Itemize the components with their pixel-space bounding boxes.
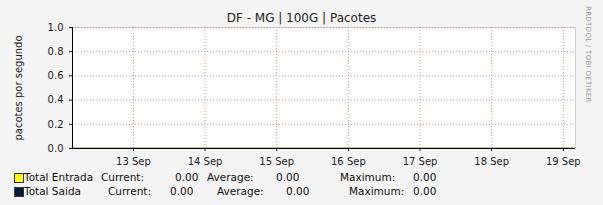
html-text:0.00: 0.00 <box>413 185 437 197</box>
html-text:0.00: 0.00 <box>286 185 310 197</box>
svg-text:1.0: 1.0 <box>48 22 64 33</box>
svg-text:14 Sep: 14 Sep <box>188 156 223 167</box>
html-text:Maximum:: Maximum: <box>340 171 396 183</box>
html-text:Current:: Current: <box>101 171 144 183</box>
svg-text:pacotes por segundo: pacotes por segundo <box>13 35 24 140</box>
html-text:DF - MG | 100G | Pacotes: DF - MG | 100G | Pacotes <box>226 11 377 25</box>
svg-text:0.0: 0.0 <box>48 143 64 154</box>
html-text:0.00: 0.00 <box>413 171 437 183</box>
html-text:0.00: 0.00 <box>170 185 194 197</box>
svg-text:17 Sep: 17 Sep <box>403 156 438 167</box>
svg-text:16 Sep: 16 Sep <box>331 156 366 167</box>
html-text:Average:: Average: <box>207 171 254 183</box>
html-text:0.00: 0.00 <box>175 171 199 183</box>
html-text:Maximum:: Maximum: <box>349 185 405 197</box>
svg-text:0.6: 0.6 <box>48 70 64 81</box>
svg-text:19 Sep: 19 Sep <box>546 156 581 167</box>
svg-text:0.2: 0.2 <box>48 119 64 130</box>
html-text:Current:: Current: <box>108 185 151 197</box>
svg-text:0.8: 0.8 <box>48 46 64 57</box>
html-text:0.00: 0.00 <box>276 171 300 183</box>
svg-text:13 Sep: 13 Sep <box>116 156 151 167</box>
html-text:Average:: Average: <box>217 185 264 197</box>
html-text:Total Entrada: Total Entrada <box>24 171 94 183</box>
html-text:RRDTOOL / TOBI OETIKER: RRDTOOL / TOBI OETIKER <box>584 6 592 103</box>
svg-text:18 Sep: 18 Sep <box>474 156 509 167</box>
svg-text:0.4: 0.4 <box>48 94 64 105</box>
html-text:Total Saida: Total Saida <box>24 185 81 197</box>
svg-text:15 Sep: 15 Sep <box>259 156 294 167</box>
